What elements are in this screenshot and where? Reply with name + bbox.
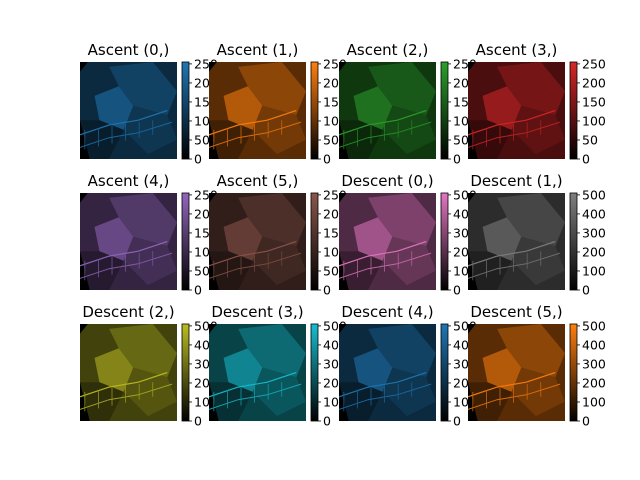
- colorbar-tick-label: 400: [582, 206, 606, 221]
- colorbar: 0 50 100 150 200 250: [569, 56, 606, 167]
- panel-image: [468, 324, 565, 421]
- colorbar-tick-label: 50: [453, 132, 469, 147]
- colorbar-tick-label: 100: [582, 263, 606, 278]
- colorbar-tick-label: 0: [453, 283, 461, 298]
- colorbar-tick-label: 50: [323, 132, 339, 147]
- panel-title: Descent (2,): [82, 303, 174, 321]
- panel-title: Descent (0,): [341, 172, 433, 190]
- colorbar-tick-label: 200: [582, 375, 606, 390]
- panel-image: [468, 193, 565, 290]
- panel-title: Descent (3,): [211, 303, 303, 321]
- panel-title: Descent (5,): [470, 303, 562, 321]
- panel-image: [80, 193, 177, 290]
- colorbar-tick-label: 500: [582, 187, 606, 202]
- panel-title: Ascent (4,): [88, 172, 170, 190]
- panel: Ascent (3,) 0 50 100 150 200 250: [468, 41, 606, 167]
- panel-image: [339, 193, 436, 290]
- colorbar-tick-label: 400: [582, 337, 606, 352]
- panel-title: Ascent (2,): [347, 41, 429, 59]
- colorbar-tick-label: 150: [582, 94, 606, 109]
- colorbar-tick-label: 0: [194, 414, 202, 429]
- colorbar-tick-label: 100: [582, 394, 606, 409]
- panel-title: Descent (1,): [470, 172, 562, 190]
- panel-title: Descent (4,): [341, 303, 433, 321]
- panel-title: Ascent (1,): [217, 41, 299, 59]
- colorbar-tick-label: 0: [323, 283, 331, 298]
- colorbar-tick-label: 500: [582, 318, 606, 333]
- colorbar-tick-label: 50: [582, 132, 598, 147]
- colorbar-tick-label: 50: [194, 132, 210, 147]
- colorbar-tick-label: 300: [582, 225, 606, 240]
- colorbar-tick-label: 200: [582, 75, 606, 90]
- panel-title: Ascent (3,): [476, 41, 558, 59]
- colorbar-tick-label: 200: [582, 244, 606, 259]
- colorbar-tick-label: 250: [582, 56, 606, 71]
- panel-image: [339, 62, 436, 159]
- colorbar-tick-label: 50: [323, 263, 339, 278]
- colorbar: 0 100 200 300 400 500: [569, 318, 606, 429]
- panel-image: [80, 62, 177, 159]
- panel-image: [80, 324, 177, 421]
- panel-image: [468, 62, 565, 159]
- colorbar: 0 100 200 300 400 500: [569, 187, 606, 298]
- panel-title: Ascent (5,): [217, 172, 299, 190]
- colorbar-tick-label: 0: [453, 152, 461, 167]
- colorbar-tick-label: 0: [194, 152, 202, 167]
- panel-image: [339, 324, 436, 421]
- colorbar-tick-label: 0: [453, 414, 461, 429]
- colorbar-tick-label: 50: [194, 263, 210, 278]
- colorbar-tick-label: 100: [582, 113, 606, 128]
- panel-image: [209, 193, 306, 290]
- colorbar-tick-label: 0: [582, 414, 590, 429]
- colorbar-tick-label: 300: [582, 356, 606, 371]
- panel: Descent (5,) 0 100 200 300 400 500: [468, 303, 606, 429]
- colorbar-tick-label: 0: [582, 152, 590, 167]
- panel-image: [209, 324, 306, 421]
- colorbar-tick-label: 0: [323, 152, 331, 167]
- panel-title: Ascent (0,): [88, 41, 170, 59]
- colorbar-tick-label: 0: [194, 283, 202, 298]
- colorbar-tick-label: 0: [323, 414, 331, 429]
- panel: Descent (1,) 0 100 200 300 400 500: [468, 172, 606, 298]
- panel-image: [209, 62, 306, 159]
- colorbar-tick-label: 0: [582, 283, 590, 298]
